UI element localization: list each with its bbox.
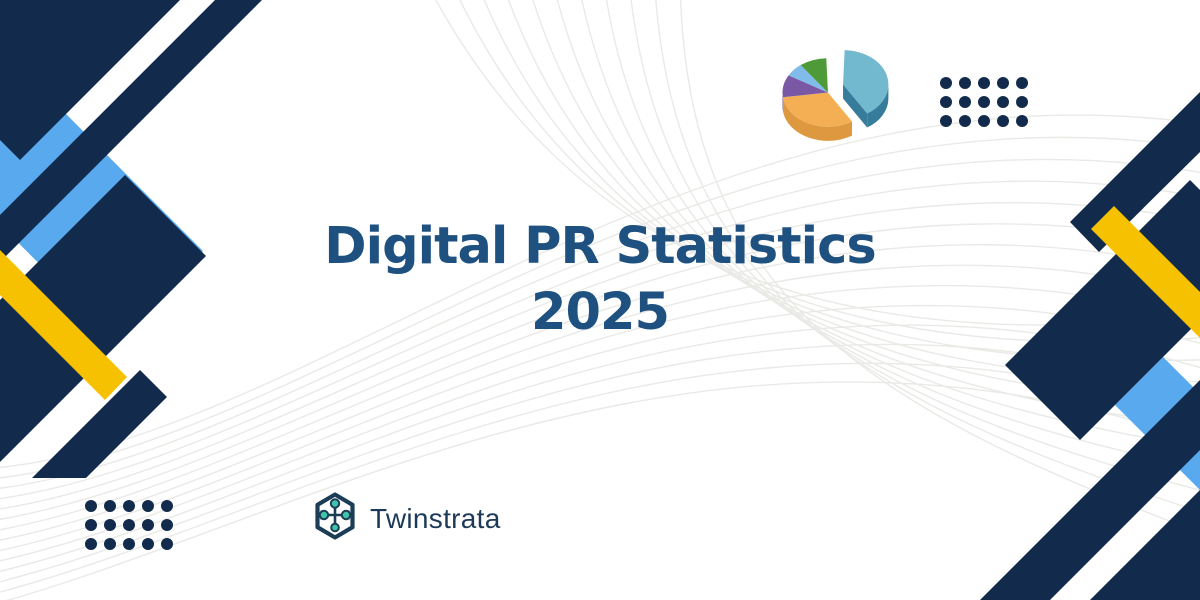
hexagon-network-icon [313,492,357,545]
pie-slice-purple [782,75,828,98]
title-line-1: Digital PR Statistics [324,217,876,276]
pie-slice-green [800,58,828,93]
dot [1016,115,1028,127]
dot [978,96,990,108]
dot [142,519,154,531]
brand-logo: Twinstrata [313,492,501,545]
dot-grid-top-right [940,77,1028,127]
left-corner-decoration [0,0,262,478]
pie-slice-teal-side [867,84,889,128]
dot [997,77,1009,89]
dot [940,77,952,89]
dot [104,519,116,531]
dot [978,115,990,127]
dot-grid-bottom-left [85,500,173,550]
dot [85,519,97,531]
dot [161,519,173,531]
dot [1016,77,1028,89]
dot [997,96,1009,108]
dot [959,96,971,108]
pie-slice-orange [782,92,853,127]
dot [978,77,990,89]
pie-slice-lightblue [788,65,828,93]
dot [142,500,154,512]
dot [161,538,173,550]
dot [997,115,1009,127]
page-title: Digital PR Statistics 2025 [0,214,1200,347]
dot [959,115,971,127]
dot [104,500,116,512]
dot [123,538,135,550]
dot [1016,96,1028,108]
title-line-2: 2025 [531,283,670,343]
pie-slice-teal-group [843,50,889,128]
dot [85,538,97,550]
pie-chart-illustration [776,34,900,165]
dot [123,519,135,531]
dot [940,96,952,108]
dot [104,538,116,550]
dot [85,500,97,512]
brand-name: Twinstrata [370,502,501,534]
dot [161,500,173,512]
dot [959,77,971,89]
pie-slice-teal-cut [843,84,868,128]
dot [940,115,952,127]
dot [142,538,154,550]
dot [123,500,135,512]
pie-slice-orange-side [782,97,853,141]
pie-slice-teal [843,50,889,114]
right-corner-decoration [980,92,1200,600]
